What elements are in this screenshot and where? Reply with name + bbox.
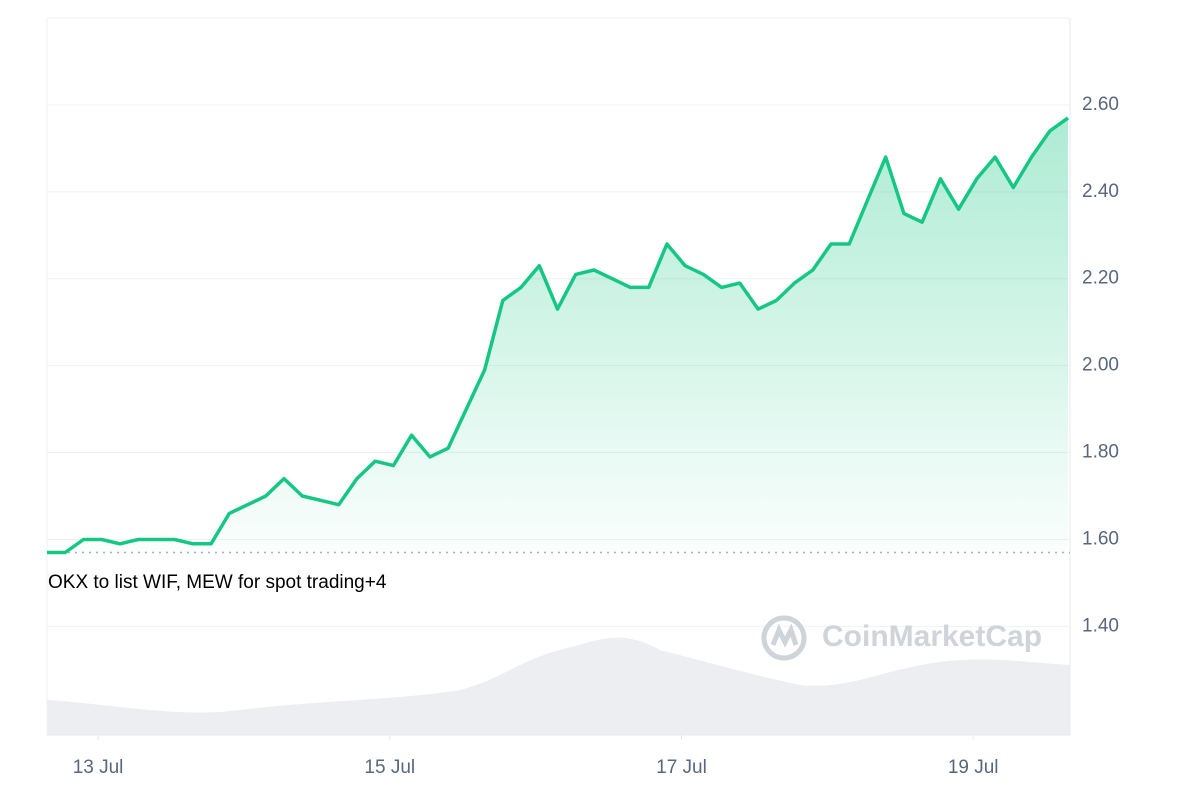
y-tick-label: 1.40 <box>1082 615 1119 636</box>
y-tick-label: 2.00 <box>1082 355 1119 376</box>
x-tick-label: 17 Jul <box>656 757 707 778</box>
watermark-logo <box>761 615 807 661</box>
x-tick-label: 15 Jul <box>364 757 415 778</box>
y-tick-label: 2.60 <box>1082 94 1119 115</box>
x-tick-label: 13 Jul <box>73 757 124 778</box>
y-tick-label: 2.40 <box>1082 181 1119 202</box>
x-tick-label: 19 Jul <box>948 757 999 778</box>
price-line <box>47 116 1070 555</box>
volume-area <box>47 637 1070 735</box>
y-tick-label: 1.60 <box>1082 528 1119 549</box>
price-area <box>47 117 1068 553</box>
y-tick-label: 2.20 <box>1082 268 1119 289</box>
annotation: OKX to list WIF, MEW for spot trading+4 <box>48 572 387 593</box>
watermark: CoinMarketCap <box>822 620 1042 653</box>
y-tick-label: 1.80 <box>1082 442 1119 463</box>
